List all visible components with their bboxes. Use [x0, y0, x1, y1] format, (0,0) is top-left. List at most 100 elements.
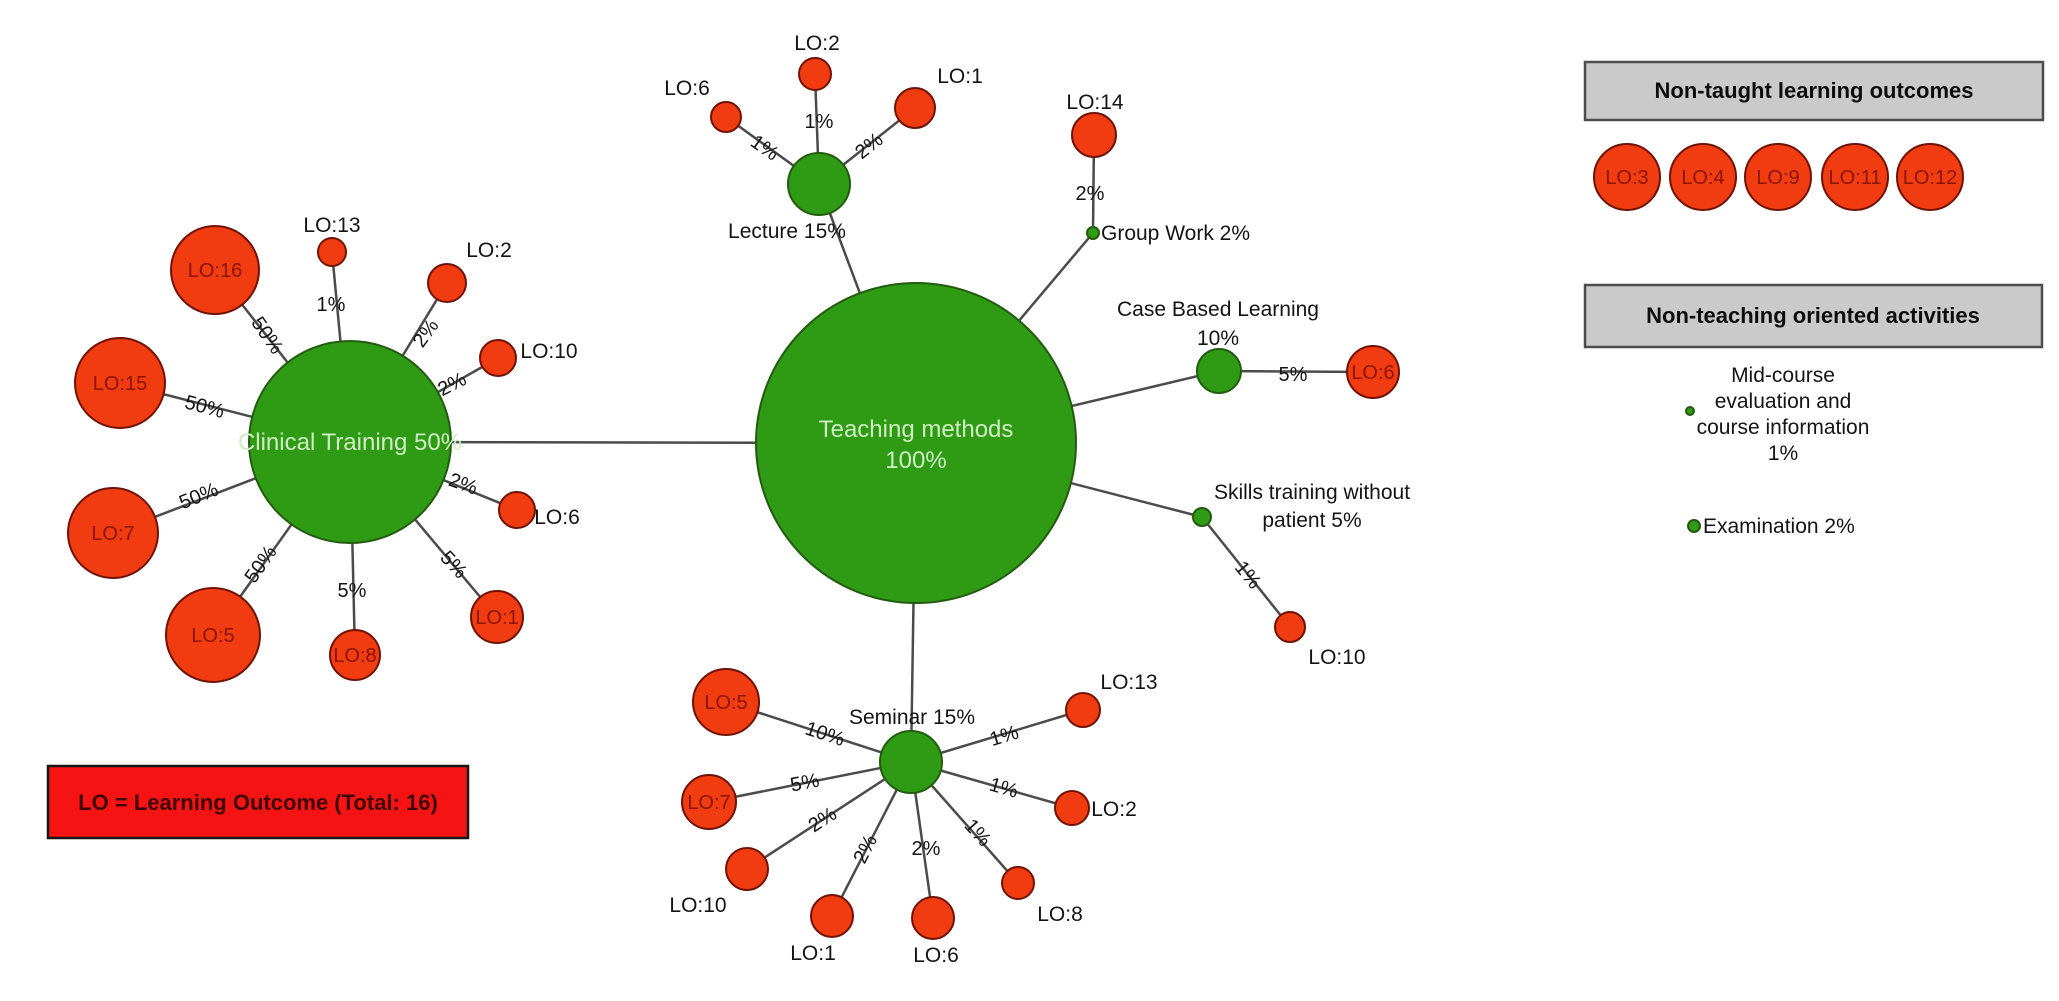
clinical-lo13-circle: [317, 237, 347, 267]
edge-seminar-lo10: [746, 760, 912, 871]
clinical-lo15-circle: [74, 337, 166, 429]
teaching-methods-node: [755, 282, 1077, 604]
group-work-node: [1086, 226, 1100, 240]
clinical-lo2-label: LO:2: [466, 239, 512, 262]
case-based-lo6-circle: [1346, 345, 1400, 399]
group-work-lo14-pct: 2%: [1076, 183, 1105, 205]
seminar-lo13-label: LO:13: [1100, 671, 1157, 694]
clinical-lo13-label: LO:13: [303, 214, 360, 237]
clinical-lo6-label: LO:6: [534, 506, 580, 529]
case-based-lo6-pct: 5%: [1279, 364, 1308, 386]
mid-course-label-line3: course information: [1697, 416, 1870, 439]
non-taught-panel: [1583, 60, 2045, 122]
non-taught-lo11-label: LO:11: [1829, 167, 1882, 189]
group-work-lo14-circle: [1071, 112, 1117, 158]
mid-course-label-line1: Mid-course: [1731, 364, 1835, 387]
case-based-label-line2: 10%: [1197, 327, 1239, 350]
non-teaching-title: Non-teaching oriented activities: [1646, 303, 1980, 328]
seminar-lo5-circle: [692, 668, 760, 736]
lecture-lo1-circle: [894, 87, 936, 129]
clinical-lo7-label: LO:7: [91, 523, 134, 545]
lecture-lo1-label: LO:1: [937, 65, 983, 88]
group-work-label: Group Work 2%: [1101, 222, 1250, 245]
lecture-label: Lecture 15%: [728, 220, 846, 243]
clinical-lo8-pct: 5%: [338, 580, 367, 602]
seminar-lo5-pct: 10%: [802, 718, 847, 751]
non-taught-lo12-label: LO:12: [1903, 167, 1957, 189]
seminar-lo10-label: LO:10: [669, 894, 726, 917]
group-work-lo14-label: LO:14: [1066, 91, 1124, 114]
seminar-lo7-circle: [681, 774, 737, 830]
clinical-lo6-circle: [498, 491, 536, 529]
note-box: [46, 764, 470, 840]
seminar-lo2-circle: [1054, 790, 1090, 826]
clinical-lo5-circle: [165, 587, 261, 683]
edge-seminar-lo7: [708, 760, 912, 804]
clinical-lo13-pct: 1%: [317, 294, 346, 316]
seminar-lo8-pct: 1%: [960, 815, 996, 851]
lecture-lo2-circle: [798, 57, 832, 91]
examination-label: Examination 2%: [1703, 515, 1855, 538]
non-taught-lo3-circle: [1593, 143, 1661, 211]
seminar-lo6-circle: [911, 896, 955, 940]
lecture-lo2-pct: 1%: [805, 111, 834, 133]
seminar-lo7-label: LO:7: [687, 792, 730, 814]
case-based-learning-node: [1196, 348, 1242, 394]
mid-course-label-line4: 1%: [1768, 442, 1798, 465]
seminar-label: Seminar 15%: [849, 706, 975, 729]
skills-lo10-circle: [1274, 611, 1306, 643]
skills-label-line2: patient 5%: [1262, 509, 1361, 532]
clinical-lo7-circle: [67, 487, 159, 579]
clinical-lo5-label: LO:5: [191, 625, 234, 647]
seminar-lo7-pct: 5%: [789, 770, 822, 797]
clinical-lo1-circle: [470, 590, 524, 644]
non-taught-lo3-label: LO:3: [1605, 167, 1648, 189]
seminar-lo8-circle: [1001, 866, 1035, 900]
clinical-lo7-pct: 50%: [176, 479, 222, 514]
non-taught-lo4-circle: [1669, 143, 1737, 211]
clinical-lo10-circle: [479, 339, 517, 377]
nodes: [67, 57, 1400, 940]
skills-label-line1: Skills training without: [1214, 481, 1410, 504]
non-taught-lo4-label: LO:4: [1681, 167, 1724, 189]
seminar-lo2-pct: 1%: [987, 774, 1021, 803]
lecture-lo6-circle: [710, 101, 742, 133]
non-taught-lo12-circle: [1896, 143, 1964, 211]
clinical-lo15-pct: 50%: [182, 391, 227, 423]
clinical-training-label: Clinical Training 50%: [238, 429, 462, 456]
clinical-lo2-circle: [427, 263, 467, 303]
teaching-methods-label-line1: Teaching methods: [819, 416, 1014, 443]
non-taught-title: Non-taught learning outcomes: [1655, 78, 1974, 103]
edge-skills-lo10: [1201, 516, 1291, 628]
clinical-lo1-label: LO:1: [475, 607, 518, 629]
case-based-label-line1: Case Based Learning: [1117, 298, 1319, 321]
clinical-lo8-label: LO:8: [333, 645, 376, 667]
clinical-lo16-label: LO:16: [188, 260, 242, 282]
seminar-lo1-pct: 2%: [849, 831, 882, 867]
clinical-lo6-pct: 2%: [446, 469, 481, 500]
clinical-lo10-label: LO:10: [520, 340, 577, 363]
seminar-lo5-label: LO:5: [704, 692, 747, 714]
clinical-lo16-circle: [170, 225, 260, 315]
lecture-lo2-label: LO:2: [794, 32, 840, 55]
seminar-lo10-circle: [725, 847, 769, 891]
clinical-lo15-label: LO:15: [93, 373, 147, 395]
skills-lo10-label: LO:10: [1308, 646, 1365, 669]
seminar-lo10-pct: 2%: [805, 803, 841, 837]
seminar-lo6-label: LO:6: [913, 944, 959, 967]
seminar-lo13-pct: 1%: [987, 721, 1021, 751]
seminar-lo6-pct: 2%: [912, 838, 941, 860]
seminar-lo2-label: LO:2: [1091, 798, 1137, 821]
seminar-lo1-label: LO:1: [790, 942, 836, 965]
seminar-lo8-label: LO:8: [1037, 903, 1083, 926]
non-taught-lo9-label: LO:9: [1756, 167, 1799, 189]
non-teaching-panel: [1583, 283, 2044, 349]
teaching-methods-label-line2: 100%: [885, 447, 946, 474]
mid-course-label-line2: evaluation and: [1715, 390, 1852, 413]
clinical-training-node: [248, 340, 452, 544]
clinical-lo1-pct: 5%: [435, 547, 471, 583]
clinical-lo8-circle: [329, 629, 381, 681]
seminar-lo13-circle: [1065, 692, 1101, 728]
